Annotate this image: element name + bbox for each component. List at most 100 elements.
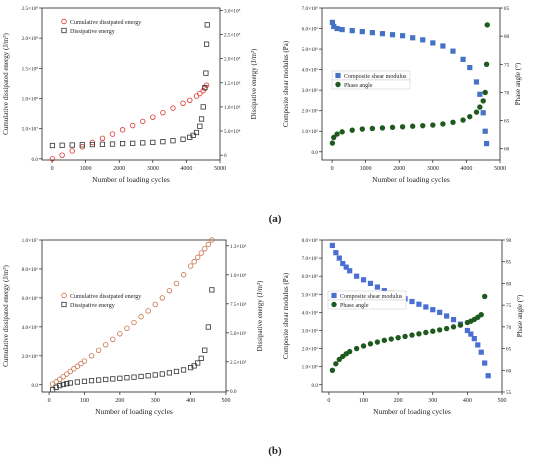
legend-marker xyxy=(61,18,67,25)
y-tick-label: 4.0×10⁶ xyxy=(302,68,319,74)
series-cumulative-dissipated-energy xyxy=(49,82,210,162)
x-tick-label: 400 xyxy=(186,398,195,404)
data-point xyxy=(180,272,187,278)
data-point xyxy=(60,373,66,380)
data-point xyxy=(480,98,486,104)
data-point xyxy=(69,142,75,148)
y-tick-label: 2.0×10⁶ xyxy=(22,354,39,360)
data-point xyxy=(443,325,450,332)
y-tick-label: 2.5×10⁸ xyxy=(22,6,39,12)
data-point xyxy=(437,309,443,315)
plot-frame xyxy=(321,7,501,161)
y-tick-label: 2.0×10⁸ xyxy=(22,36,39,42)
y-tick-label: 6.0×10⁶ xyxy=(302,27,319,33)
plot-frame xyxy=(41,7,221,161)
data-point xyxy=(109,131,116,137)
x-tick-label: 2000 xyxy=(113,166,125,172)
y2-axis-label: Phase angle (°) xyxy=(514,62,522,105)
data-point xyxy=(130,140,136,146)
x-tick-label: 300 xyxy=(428,398,437,404)
data-point xyxy=(480,110,486,116)
legend: Cumulative dissipated energy Dissipative … xyxy=(61,18,141,35)
data-point xyxy=(374,284,380,290)
data-point xyxy=(193,129,200,136)
data-point xyxy=(483,140,490,147)
data-point xyxy=(478,349,484,355)
data-point xyxy=(409,298,415,305)
data-point xyxy=(67,368,74,375)
y2-tick-label: 1.3×10⁶ xyxy=(230,244,247,250)
data-point xyxy=(369,30,375,36)
y-axis-label: Cumulative dissipated energy (J/m³) xyxy=(2,32,10,134)
legend-marker xyxy=(61,292,67,299)
legend: Composite shear modulus Phase angle xyxy=(327,290,407,310)
x-tick-label: 0 xyxy=(327,398,330,404)
data-point xyxy=(467,64,473,71)
data-point xyxy=(473,109,480,115)
x-axis-label: Number of loading cycles xyxy=(373,407,451,416)
data-point xyxy=(329,367,336,373)
data-point xyxy=(360,277,367,283)
y2-tick-label: 0 xyxy=(224,153,227,159)
x-tick-label: 200 xyxy=(115,398,124,404)
data-point xyxy=(88,378,95,384)
y-tick-label: 3.0×10⁶ xyxy=(302,88,319,94)
y-tick-label: 7.0×10⁶ xyxy=(302,6,319,12)
legend-label: Phase angle xyxy=(344,83,373,89)
legend-phase-angle: Phase angle xyxy=(331,301,369,309)
data-point xyxy=(53,379,59,385)
data-point xyxy=(334,25,340,32)
data-point xyxy=(88,353,95,359)
data-point xyxy=(202,347,208,353)
data-point xyxy=(49,156,56,162)
y-axis-label: Composite shear modulus (Pa) xyxy=(282,272,290,359)
data-point xyxy=(180,367,187,373)
y2-tick-label: 2.5×10⁵ xyxy=(224,33,241,39)
data-point xyxy=(360,343,367,349)
data-point xyxy=(343,264,349,270)
data-point xyxy=(440,43,446,49)
data-point xyxy=(124,325,130,332)
data-point xyxy=(99,135,106,141)
data-point xyxy=(367,280,374,287)
data-point xyxy=(399,124,406,130)
y2-tick-label: 85 xyxy=(506,260,512,266)
data-point xyxy=(96,377,102,383)
data-point xyxy=(145,373,151,379)
data-point xyxy=(138,373,144,380)
chart-b-right: 0 100 200 300 400 500 0.0 1.0×10⁶ 2.0×10⁶ 3.0×10⁶… xyxy=(282,238,524,416)
x-tick-label: 400 xyxy=(463,398,472,404)
series-phase-angle xyxy=(329,293,488,373)
data-point xyxy=(395,335,401,341)
y2-tick-label: 65 xyxy=(504,119,510,125)
y2-tick-label: 60 xyxy=(504,147,510,153)
y2-tick-label: 85 xyxy=(504,6,510,12)
x-tick-label: 0 xyxy=(48,398,51,404)
series-cumulative-dissipated-energy xyxy=(49,237,215,387)
data-point xyxy=(349,127,355,133)
x-tick-label: 100 xyxy=(359,398,368,404)
data-point xyxy=(67,380,73,386)
x-tick-label: 4000 xyxy=(460,166,472,172)
data-point xyxy=(200,104,206,110)
y2-tick-label: 90 xyxy=(506,238,512,244)
y-tick-label: 3.0×10⁶ xyxy=(302,328,319,334)
data-point xyxy=(198,116,205,122)
data-point xyxy=(89,141,95,148)
legend-label: Dissipative energy xyxy=(70,303,115,309)
data-point xyxy=(152,372,158,378)
plot-frame xyxy=(41,239,227,393)
y-tick-label: 1.5×10⁸ xyxy=(22,66,39,72)
legend-marker xyxy=(61,301,67,308)
data-point xyxy=(64,371,70,377)
legend-label: Dissipative energy xyxy=(70,29,115,35)
y2-tick-label: 1.5×10⁵ xyxy=(224,81,241,87)
data-point xyxy=(329,140,336,146)
y2-tick-label: 60 xyxy=(506,368,512,374)
figure-label-b: (b) xyxy=(268,445,282,457)
data-point xyxy=(129,122,136,129)
data-point xyxy=(205,241,212,248)
y2-tick-label: 70 xyxy=(504,90,510,96)
data-point xyxy=(110,376,116,382)
